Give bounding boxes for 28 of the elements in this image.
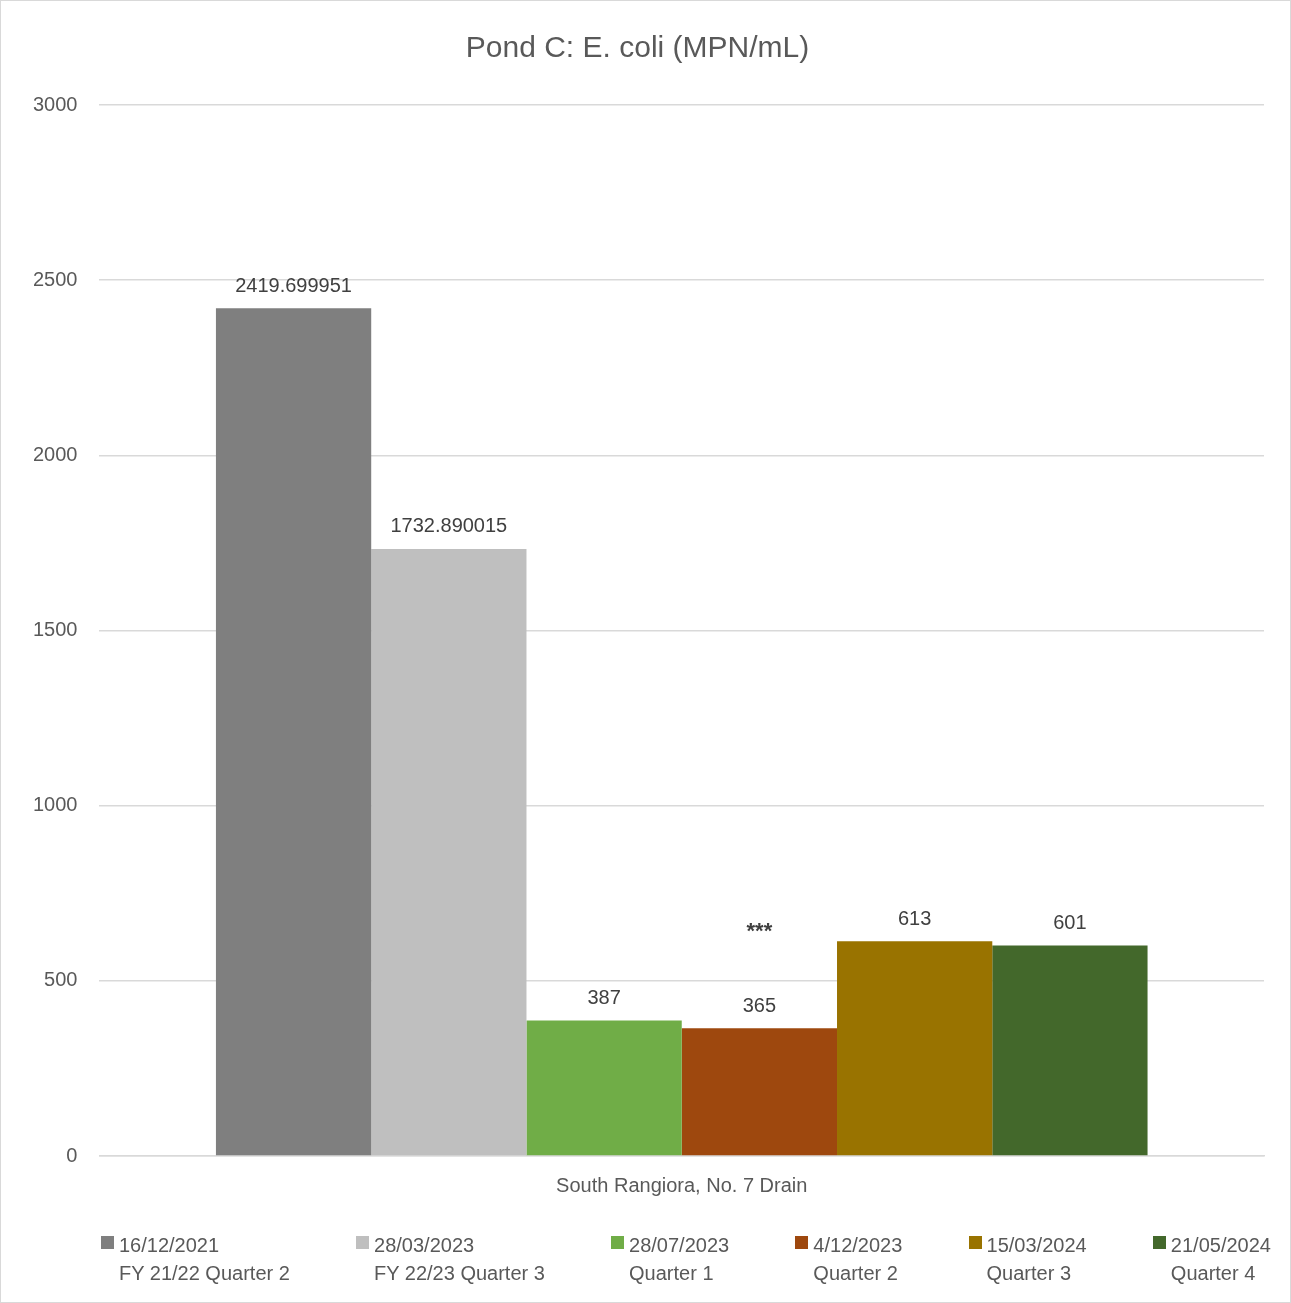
y-tick-label: 3000 xyxy=(32,92,78,115)
y-tick-label: 500 xyxy=(44,968,78,991)
chart-title: Pond C: E. coli (MPN/mL) xyxy=(465,30,810,64)
data-label: 1732.890015 xyxy=(390,514,508,537)
legend-label: 15/03/2024 Quarter 3 xyxy=(986,1233,1087,1286)
legend-label: 21/05/2024 Quarter 4 xyxy=(1170,1233,1271,1286)
legend-label: 16/12/2021 FY 21/22 Quarter 2 xyxy=(119,1233,290,1286)
data-label: 365 xyxy=(742,993,777,1016)
bar xyxy=(215,308,372,1156)
y-tick-label: 0 xyxy=(66,1143,78,1166)
x-tick-label: South Rangiora, No. 7 Drain xyxy=(556,1173,808,1196)
bar xyxy=(681,1028,838,1156)
data-label: 601 xyxy=(1053,910,1087,933)
legend-label: 28/03/2023 FY 22/23 Quarter 3 xyxy=(374,1233,545,1286)
legend-label: 4/12/2023 Quarter 2 xyxy=(813,1233,903,1286)
legend-label: 28/07/2023 Quarter 1 xyxy=(629,1233,730,1286)
y-tick-label: 1500 xyxy=(32,618,78,641)
data-label: 387 xyxy=(587,985,621,1008)
bar xyxy=(837,941,993,1156)
bar xyxy=(992,945,1148,1156)
data-label: 613 xyxy=(897,906,932,929)
bar xyxy=(526,1020,682,1156)
bar xyxy=(371,548,527,1156)
data-label: 2419.699951 xyxy=(235,273,352,296)
annotation: *** xyxy=(746,918,773,944)
y-tick-label: 1000 xyxy=(32,793,78,816)
y-tick-label: 2500 xyxy=(32,267,78,290)
y-tick-label: 2000 xyxy=(32,442,78,465)
